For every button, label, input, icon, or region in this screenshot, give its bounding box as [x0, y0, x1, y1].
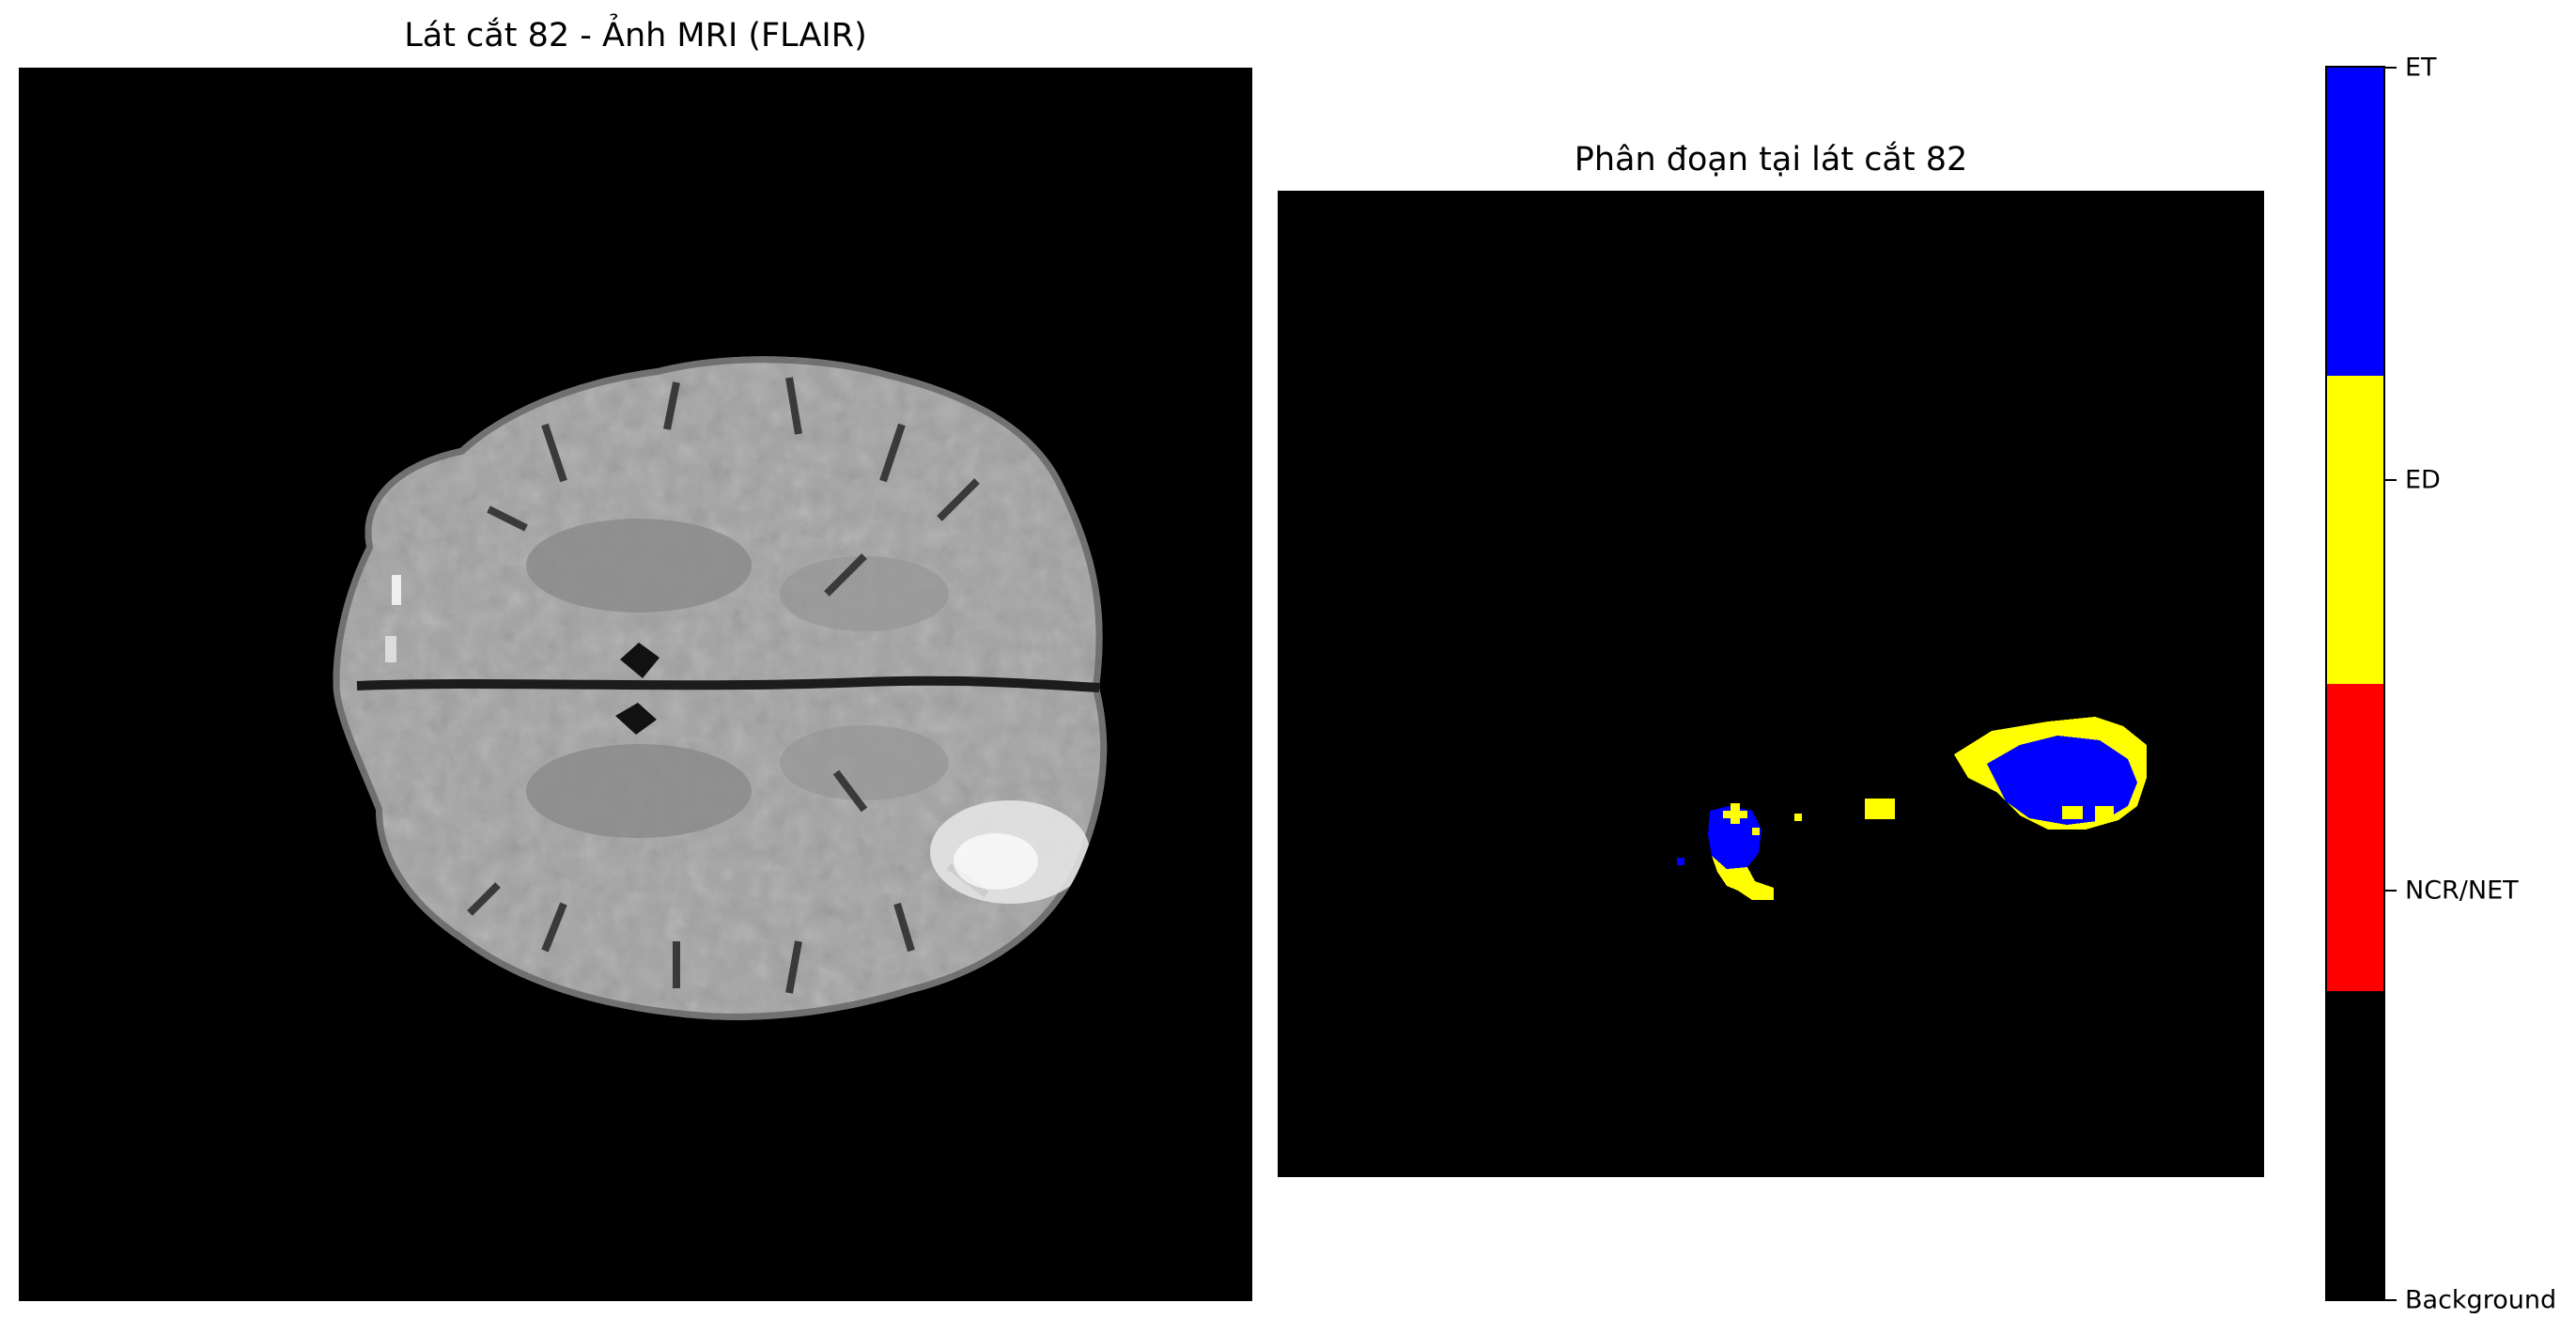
colorbar-segment-et [2327, 68, 2383, 376]
colorbar-tick [2383, 1299, 2397, 1301]
colorbar-label-et: ET [2405, 53, 2437, 83]
mri-panel-title: Lát cắt 82 - Ảnh MRI (FLAIR) [404, 17, 867, 54]
segmentation-image [1278, 191, 2264, 1177]
colorbar-segment-ed [2327, 375, 2383, 684]
colorbar-segment-ncr-net [2327, 683, 2383, 992]
colorbar-label-ed: ED [2405, 465, 2441, 495]
mri-flair-image [19, 68, 1252, 1301]
colorbar-tick [2383, 479, 2397, 481]
colorbar [2325, 66, 2385, 1301]
colorbar-tick [2383, 890, 2397, 892]
colorbar-label-background: Background [2405, 1285, 2557, 1315]
colorbar-segment-background [2327, 991, 2383, 1299]
segmentation-mask [1278, 191, 2264, 1177]
colorbar-label-ncr-net: NCR/NET [2405, 876, 2519, 906]
mri-brain-slice [19, 68, 1252, 1301]
segmentation-panel-title: Phân đoạn tại lát cắt 82 [1574, 141, 1968, 178]
colorbar-tick [2383, 67, 2397, 69]
